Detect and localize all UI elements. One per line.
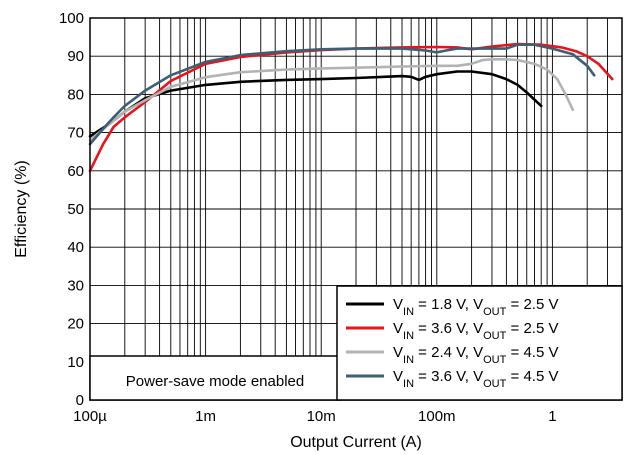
y-tick-label: 30 <box>67 277 84 294</box>
x-axis-title: Output Current (A) <box>290 434 422 451</box>
annotation-box: Power-save mode enabled <box>89 355 341 401</box>
y-tick-label: 80 <box>67 86 84 103</box>
y-tick-label: 10 <box>67 354 84 371</box>
y-axis-title: Efficiency (%) <box>13 160 30 258</box>
x-tick-label: 100m <box>418 408 456 425</box>
y-tick-label: 90 <box>67 48 84 65</box>
axis-ticks: 0 10 20 30 40 50 60 70 80 90 100 100µ 1m 10m 100m 1 <box>59 10 557 425</box>
series-line-3 <box>88 58 575 142</box>
annotation-text: Power-save mode enabled <box>126 373 304 390</box>
legend-label-4: VIN = 3.6 V, VOUT = 4.5 V <box>393 368 558 390</box>
y-tick-label: 20 <box>67 316 84 333</box>
y-tick-label: 60 <box>67 163 84 180</box>
series-line-4 <box>88 43 596 146</box>
x-tick-label: 10m <box>307 408 336 425</box>
y-tick-label: 0 <box>76 392 84 409</box>
legend-label-2: VIN = 3.6 V, VOUT = 2.5 V <box>393 320 558 342</box>
plot-series <box>88 42 614 173</box>
x-tick-label: 100µ <box>73 408 107 425</box>
y-tick-label: 70 <box>67 125 84 142</box>
legend-label-1: VIN = 1.8 V, VOUT = 2.5 V <box>393 296 558 318</box>
x-tick-label: 1 <box>548 408 556 425</box>
x-tick-label: 1m <box>195 408 216 425</box>
y-tick-label: 100 <box>59 10 84 27</box>
y-tick-label: 50 <box>67 201 84 218</box>
y-tick-label: 40 <box>67 239 84 256</box>
legend-label-3: VIN = 2.4 V, VOUT = 4.5 V <box>393 344 558 366</box>
